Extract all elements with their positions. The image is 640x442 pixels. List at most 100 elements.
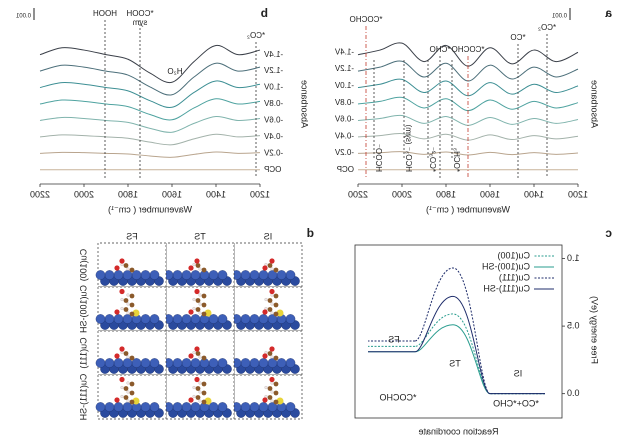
c-atom — [123, 386, 129, 391]
species-label: *CO+*CHO — [493, 398, 539, 408]
cu-atom — [149, 270, 160, 280]
c-atom — [195, 395, 201, 400]
annotation: *CO₂ — [538, 23, 556, 32]
c-atom — [123, 307, 129, 312]
structure-cell — [95, 374, 167, 420]
cu-atom — [140, 402, 151, 412]
annotation: sym — [132, 18, 147, 27]
c-atom — [123, 263, 129, 268]
h-atom — [270, 399, 274, 403]
c-atom — [267, 298, 273, 303]
o-atom — [262, 397, 268, 403]
x-tick-label: 2000 — [74, 189, 94, 199]
cu-atom — [249, 358, 260, 368]
cu-atom — [240, 270, 251, 280]
annotation: HOOH — [93, 9, 117, 18]
series-label: -1.4V — [334, 47, 354, 56]
c-atom — [129, 381, 135, 387]
h-atom — [120, 385, 124, 390]
structure-cell — [163, 330, 235, 376]
row-label: Cu(100) — [78, 249, 88, 282]
cu-atom — [149, 358, 160, 368]
cu-atom — [258, 402, 269, 412]
spectrum-line — [39, 62, 261, 96]
cu-atom — [190, 314, 201, 324]
spectrum-line — [39, 44, 261, 84]
h-atom — [270, 355, 274, 359]
cu-atom — [217, 402, 228, 412]
cu-atom — [95, 270, 106, 280]
series-label: -0.4V — [263, 132, 283, 141]
h-atom — [192, 385, 196, 390]
legend-label: Cu(111)-SH — [483, 283, 530, 293]
annotation: *OCH₃ — [452, 148, 461, 172]
cu-atom — [208, 358, 219, 368]
series-label: OCP — [264, 165, 281, 174]
x-tick-label: 1600 — [480, 189, 500, 199]
h-atom — [192, 394, 196, 399]
h-atom — [198, 311, 202, 315]
h-atom — [192, 350, 196, 355]
spectrum-line — [39, 80, 261, 109]
c-atom — [267, 395, 273, 400]
o-atom — [114, 309, 120, 315]
c-atom — [273, 302, 279, 308]
x-tick-label: 1600 — [162, 189, 182, 199]
o-atom — [119, 376, 125, 383]
y-axis-label: Free energy (eV) — [590, 296, 600, 364]
h-atom — [198, 302, 202, 306]
c-atom — [273, 293, 279, 299]
x-tick-label: 2200 — [348, 189, 368, 199]
cu-atom — [140, 314, 151, 324]
structure-cell — [95, 286, 167, 332]
h-atom — [126, 399, 130, 403]
h-atom — [192, 262, 196, 267]
y-tick-label: 0.5 — [567, 320, 580, 330]
annotation: *COOH — [126, 9, 153, 18]
h-atom — [126, 302, 130, 306]
c-atom — [273, 399, 279, 405]
o-atom — [188, 397, 194, 403]
c-atom — [195, 263, 201, 268]
spectrum-line — [39, 133, 261, 146]
x-tick-label: 1400 — [206, 189, 226, 199]
cu-atom — [190, 402, 201, 412]
cu-atom — [181, 314, 192, 324]
o-atom — [269, 346, 275, 352]
x-tick-label: 1800 — [436, 189, 456, 199]
y-tick-label: 0.0 — [567, 388, 580, 398]
h-atom — [270, 302, 274, 306]
transition-curve — [414, 267, 491, 395]
h-atom — [192, 306, 196, 311]
column-header: FS — [126, 231, 138, 241]
o-atom — [114, 397, 120, 403]
cu-atom — [217, 358, 228, 368]
h-atom — [126, 293, 130, 297]
legend-label: Cu(111) — [499, 272, 530, 282]
c-atom — [129, 267, 135, 273]
cu-atom — [113, 358, 124, 368]
h-atom — [270, 267, 274, 271]
y-axis-label: Absorbance — [590, 80, 600, 128]
cu-atom — [285, 270, 296, 280]
panel-letter: b — [261, 6, 268, 20]
cu-atom — [95, 314, 106, 324]
o-atom — [262, 265, 268, 271]
c-atom — [195, 307, 201, 312]
o-atom — [194, 258, 200, 264]
h-atom — [126, 390, 130, 394]
c-atom — [201, 390, 207, 396]
o-atom — [269, 288, 275, 295]
annotation: HCO₃⁻ (sym) — [404, 124, 413, 172]
h-atom — [198, 355, 202, 359]
h-atom — [120, 394, 124, 399]
x-axis-label: Wavenumber ( cm⁻¹) — [426, 204, 510, 214]
cu-atom — [104, 402, 115, 412]
c-atom — [201, 293, 207, 299]
structure-cell — [231, 330, 303, 376]
series-label: -0.8V — [334, 98, 354, 107]
c-atom — [267, 263, 273, 268]
o-atom — [119, 258, 125, 264]
o-atom — [114, 353, 120, 359]
